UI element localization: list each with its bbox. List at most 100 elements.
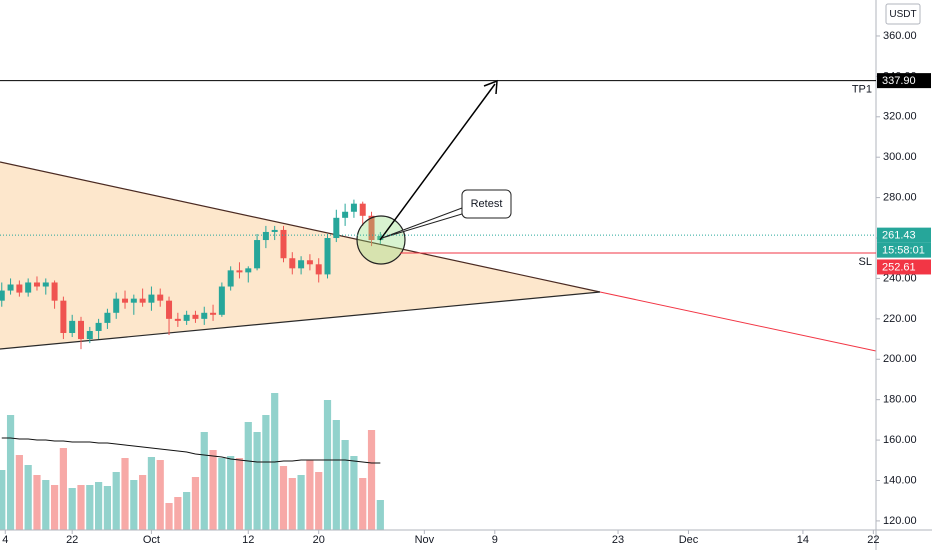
candle-body bbox=[359, 203, 366, 216]
currency: USDT bbox=[889, 9, 916, 20]
y-tick-label: 200.00 bbox=[883, 353, 917, 365]
volume-bar bbox=[156, 460, 164, 530]
volume-bar bbox=[341, 440, 349, 530]
callout-box bbox=[461, 189, 512, 219]
volume-bar bbox=[297, 475, 305, 530]
volume-bar bbox=[59, 448, 67, 530]
volume-ma bbox=[1, 437, 381, 464]
y-tick-label: 180.00 bbox=[883, 394, 917, 406]
candle-body bbox=[262, 231, 269, 241]
trendline-extension bbox=[599, 291, 877, 352]
volume-bar bbox=[332, 420, 340, 530]
volume-bar bbox=[244, 422, 252, 530]
candle-body bbox=[69, 320, 76, 333]
upper-trendline bbox=[0, 161, 601, 293]
volume-bar bbox=[15, 455, 23, 530]
volume-bar bbox=[42, 480, 50, 530]
volume-bar bbox=[315, 472, 323, 530]
volume-bar bbox=[95, 482, 103, 530]
candle-body bbox=[60, 300, 67, 333]
candle-body bbox=[324, 238, 331, 275]
candle-body bbox=[218, 286, 225, 315]
retest-circle bbox=[356, 215, 406, 265]
candle-body bbox=[333, 217, 340, 239]
volume-bar bbox=[68, 488, 76, 530]
candle-body bbox=[227, 270, 234, 287]
y-tick-label: 300.00 bbox=[883, 151, 917, 163]
candle-body bbox=[306, 260, 313, 265]
candle-body bbox=[51, 282, 58, 301]
volume-bar bbox=[235, 458, 244, 530]
x-tick-label: 4 bbox=[2, 534, 8, 546]
take-profit-label-box bbox=[877, 73, 931, 89]
volume-bar bbox=[103, 486, 112, 530]
last-price-label-box bbox=[877, 227, 931, 243]
volume-bar bbox=[279, 466, 288, 530]
y-tick-label: 120.00 bbox=[883, 515, 917, 527]
x-tick-label: 23 bbox=[612, 534, 624, 546]
candle-body bbox=[368, 215, 375, 241]
candle-body bbox=[342, 211, 349, 218]
y-tick-label: 280.00 bbox=[883, 192, 917, 204]
candle-body bbox=[148, 294, 155, 303]
stop-loss-label-box bbox=[877, 259, 931, 275]
target-arrow bbox=[379, 83, 496, 241]
volume-bar bbox=[139, 475, 147, 530]
volume-bar bbox=[253, 432, 261, 530]
x-tick-label: 14 bbox=[797, 534, 809, 546]
y-tick-label: 360.00 bbox=[883, 30, 917, 42]
candle-body bbox=[298, 260, 305, 269]
candle-body bbox=[33, 282, 40, 287]
volume-bar bbox=[183, 492, 191, 530]
candle-body bbox=[16, 284, 23, 293]
take-profit-label: 337.90 bbox=[882, 75, 916, 87]
x-tick-label: Dec bbox=[679, 534, 699, 546]
stop-loss-label: 252.61 bbox=[882, 261, 916, 273]
x-tick-label: 20 bbox=[313, 534, 325, 546]
candle-body bbox=[7, 284, 14, 291]
candle-body bbox=[86, 330, 93, 340]
volume-bar bbox=[130, 480, 138, 530]
volume-bar bbox=[200, 432, 208, 530]
volume-bar bbox=[33, 475, 41, 530]
x-tick-label: 22 bbox=[66, 534, 78, 546]
candle-body bbox=[95, 322, 102, 331]
stop-loss-name: SL bbox=[859, 256, 872, 268]
volume-bar bbox=[165, 503, 173, 530]
volume-bar bbox=[306, 460, 314, 530]
volume-bar bbox=[209, 450, 217, 530]
volume-bar bbox=[112, 472, 120, 530]
volume-bar bbox=[174, 497, 182, 530]
candle-body bbox=[289, 258, 296, 269]
x-tick-label: 22 bbox=[867, 534, 879, 546]
candle-body bbox=[271, 229, 278, 232]
volume-bar bbox=[288, 478, 296, 530]
x-tick-label: 12 bbox=[242, 534, 254, 546]
countdown-label: 15:58:01 bbox=[882, 245, 925, 257]
candle-body bbox=[254, 240, 261, 269]
volume-bar bbox=[50, 485, 59, 530]
x-tick-label: Oct bbox=[143, 534, 160, 546]
candle-body bbox=[315, 264, 322, 275]
candle-body bbox=[280, 229, 287, 259]
volume-bar bbox=[121, 458, 129, 530]
volume-bar bbox=[191, 477, 200, 530]
candle-body bbox=[192, 314, 199, 319]
y-tick-label: 240.00 bbox=[883, 272, 917, 284]
candle-body bbox=[104, 312, 111, 323]
volume-bar bbox=[359, 478, 367, 530]
countdown-label-box bbox=[877, 242, 931, 258]
candle-body bbox=[236, 270, 243, 273]
x-tick-label: 9 bbox=[492, 534, 498, 546]
candle-body bbox=[139, 298, 146, 303]
currency-box bbox=[885, 3, 921, 25]
volume-bar bbox=[323, 400, 332, 530]
candle-body bbox=[377, 236, 384, 241]
candle-body bbox=[122, 298, 129, 303]
last-price-label: 261.43 bbox=[882, 230, 916, 242]
volume-bar bbox=[376, 500, 384, 530]
y-tick-label: 220.00 bbox=[883, 313, 917, 325]
volume-bar bbox=[350, 456, 358, 530]
volume-bar bbox=[77, 485, 85, 530]
